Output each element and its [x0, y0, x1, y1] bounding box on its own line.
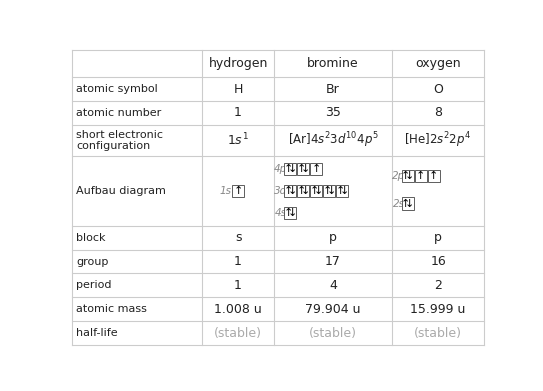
Text: 2p: 2p	[392, 171, 405, 181]
Text: (stable): (stable)	[214, 326, 262, 339]
Text: s: s	[235, 231, 241, 244]
Text: hydrogen: hydrogen	[209, 57, 268, 70]
Text: ↑: ↑	[283, 164, 293, 174]
Text: 4s: 4s	[275, 208, 287, 218]
Text: ↓: ↓	[405, 171, 414, 181]
Bar	[324, 185, 335, 197]
Bar	[402, 197, 414, 210]
Text: 35: 35	[325, 106, 341, 119]
Text: 8: 8	[434, 106, 442, 119]
Text: 17: 17	[325, 255, 341, 268]
Text: group: group	[76, 256, 109, 267]
Text: p: p	[434, 231, 442, 244]
Text: 2s: 2s	[393, 199, 405, 208]
Text: short electronic
configuration: short electronic configuration	[76, 130, 163, 151]
Text: oxygen: oxygen	[415, 57, 461, 70]
Bar	[311, 185, 322, 197]
Text: atomic symbol: atomic symbol	[76, 84, 158, 94]
Bar	[311, 163, 322, 175]
Text: ↑: ↑	[401, 199, 411, 208]
Text: $1s^1$: $1s^1$	[227, 132, 249, 149]
Text: block: block	[76, 233, 106, 243]
Text: ↓: ↓	[314, 186, 323, 196]
Text: ↑: ↑	[296, 186, 306, 196]
Text: ↓: ↓	[327, 186, 336, 196]
Text: ↑: ↑	[312, 164, 321, 174]
Text: 1s: 1s	[219, 186, 231, 196]
Text: atomic mass: atomic mass	[76, 304, 147, 314]
Text: 1: 1	[234, 255, 242, 268]
Text: ↑: ↑	[416, 171, 425, 181]
Text: ↑: ↑	[310, 186, 319, 196]
Text: ↑: ↑	[429, 171, 438, 181]
Text: (stable): (stable)	[309, 326, 357, 339]
Text: 15.999 u: 15.999 u	[411, 303, 466, 316]
Text: period: period	[76, 280, 112, 291]
Text: $[\mathrm{Ar}]4s^23d^{10}4p^5$: $[\mathrm{Ar}]4s^23d^{10}4p^5$	[288, 131, 378, 150]
Text: (stable): (stable)	[414, 326, 462, 339]
Text: ↑: ↑	[283, 208, 293, 218]
Text: ↓: ↓	[340, 186, 349, 196]
Text: H: H	[233, 83, 243, 95]
Bar	[415, 170, 427, 182]
Text: 3d: 3d	[274, 186, 287, 196]
Text: 1.008 u: 1.008 u	[214, 303, 262, 316]
Text: half-life: half-life	[76, 328, 118, 338]
Text: ↓: ↓	[288, 164, 297, 174]
Text: ↑: ↑	[401, 171, 411, 181]
Text: ↑: ↑	[336, 186, 345, 196]
Bar	[232, 185, 244, 197]
Bar	[298, 185, 309, 197]
Bar	[285, 207, 296, 219]
Text: ↓: ↓	[301, 186, 310, 196]
Text: ↓: ↓	[288, 208, 297, 218]
Text: ↑: ↑	[296, 164, 306, 174]
Text: p: p	[329, 231, 337, 244]
Text: ↑: ↑	[323, 186, 332, 196]
Text: 1: 1	[234, 106, 242, 119]
Text: $[\mathrm{He}]2s^22p^4$: $[\mathrm{He}]2s^22p^4$	[405, 131, 472, 150]
Text: atomic number: atomic number	[76, 108, 161, 118]
Text: 79.904 u: 79.904 u	[305, 303, 361, 316]
Bar	[285, 185, 296, 197]
Bar	[285, 163, 296, 175]
Text: ↓: ↓	[405, 199, 414, 208]
Bar	[298, 163, 309, 175]
Text: 2: 2	[434, 279, 442, 292]
Text: 4p: 4p	[274, 164, 287, 174]
Text: bromine: bromine	[307, 57, 359, 70]
Text: Aufbau diagram: Aufbau diagram	[76, 186, 166, 196]
Text: ↓: ↓	[301, 164, 310, 174]
Text: 4: 4	[329, 279, 337, 292]
Text: O: O	[433, 83, 443, 95]
Text: ↑: ↑	[283, 186, 293, 196]
Bar	[337, 185, 348, 197]
Text: ↑: ↑	[233, 186, 243, 196]
Text: ↓: ↓	[288, 186, 297, 196]
Bar	[402, 170, 414, 182]
Bar	[428, 170, 440, 182]
Text: 16: 16	[430, 255, 446, 268]
Text: Br: Br	[326, 83, 340, 95]
Text: 1: 1	[234, 279, 242, 292]
